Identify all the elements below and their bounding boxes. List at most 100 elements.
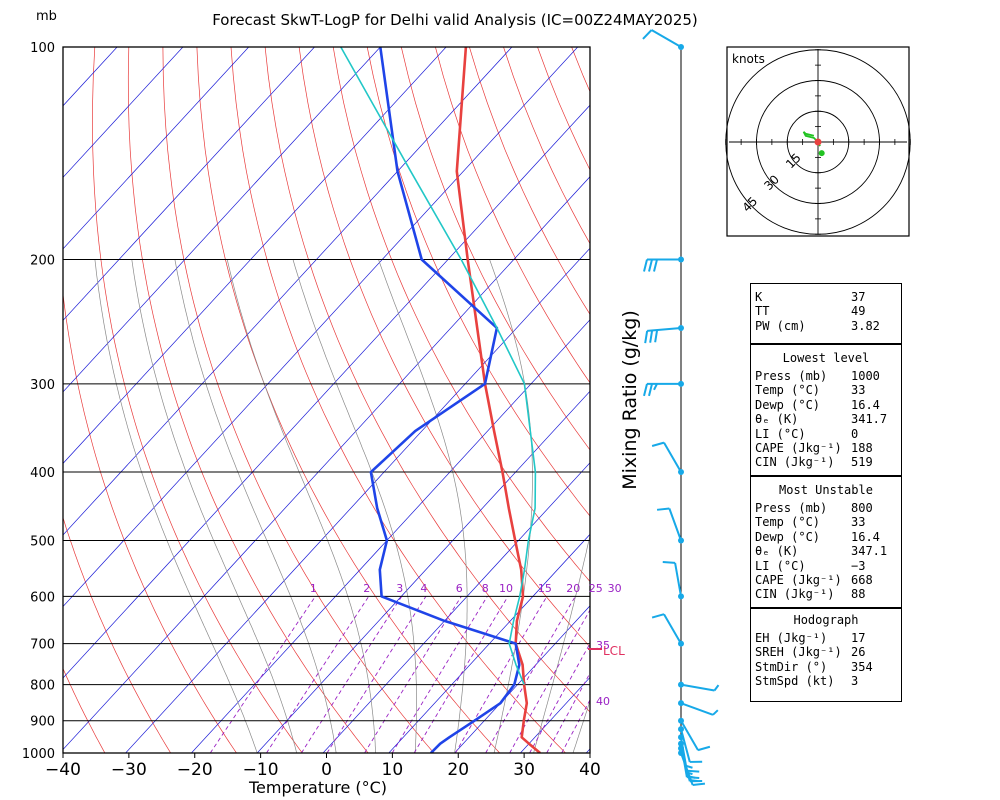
index-label: θₑ (K)	[755, 412, 799, 427]
index-value: 0	[851, 426, 859, 441]
index-value: 668	[851, 572, 873, 587]
index-value: 341.7	[851, 412, 888, 427]
wind-barb	[680, 720, 711, 752]
wind-barb-shaft	[680, 702, 714, 716]
pressure-tick-label: 100	[30, 41, 55, 56]
wind-barb	[680, 683, 720, 692]
wind-barb	[656, 507, 682, 541]
wind-barb-flag	[649, 330, 654, 343]
mixing-ratio-label: 8	[482, 582, 489, 595]
wind-barb	[680, 737, 700, 773]
most-unstable-title: Most Unstable	[779, 483, 873, 497]
most-unstable-panel: Most Unstable Press (mb) 800 Temp (°C) 33 De…	[750, 476, 902, 608]
x-tick-label: 10	[382, 760, 404, 780]
pressure-tick-label: 400	[30, 466, 55, 481]
moist-adiabat	[378, 259, 468, 753]
wind-barb-flag	[651, 613, 665, 619]
wind-barb	[651, 441, 682, 473]
index-label: StmSpd (kt)	[755, 674, 835, 689]
wind-barb-flag	[643, 259, 648, 272]
wind-barb-shaft	[651, 29, 682, 48]
x-tick-label: −10	[243, 760, 279, 780]
pressure-tick-label: 500	[30, 534, 55, 549]
isotherm	[63, 47, 513, 536]
isotherm	[322, 462, 590, 753]
temperature-profile	[455, 47, 541, 753]
index-label: CAPE (Jkg⁻¹)	[755, 572, 842, 587]
wind-barb-shaft	[680, 737, 688, 771]
index-value: 17	[851, 631, 866, 645]
wind-barb-shaft	[663, 442, 682, 473]
index-row: CAPE (Jkg⁻¹) 668	[751, 573, 901, 587]
index-row: StmSpd (kt) 3	[751, 674, 901, 688]
wind-barb-shaft	[674, 562, 682, 597]
index-row: Press (mb) 1000	[751, 369, 901, 383]
dewpoint-profile	[369, 47, 521, 753]
dry-adiabat	[127, 47, 369, 753]
index-row: θₑ (K) 341.7	[751, 412, 901, 426]
dry-adiabat	[196, 47, 500, 753]
wind-barb-flag	[648, 383, 653, 397]
dry-adiabat	[230, 47, 566, 753]
index-label: Temp (°C)	[755, 383, 821, 398]
x-tick-label: 20	[447, 760, 469, 780]
index-label: Press (mb)	[755, 501, 828, 515]
isotherm	[63, 47, 381, 393]
wind-barb-shaft	[680, 720, 699, 751]
storm-motion-dot	[818, 150, 825, 157]
temperature-tick-labels: −40 −30 −20 −10 0 10 20 30 40	[45, 753, 601, 780]
hodograph-indices-panel: Hodograph EH (Jkg⁻¹) 17 SREH (Jkg⁻¹) 26 StmD…	[750, 608, 902, 702]
moist-adiabat	[572, 699, 590, 753]
index-row: SREH (Jkg⁻¹) 26	[751, 645, 901, 659]
wind-barb-flag	[643, 383, 648, 397]
index-label: Temp (°C)	[755, 515, 821, 530]
mixing-ratio-axis-label: Mixing Ratio (g/kg)	[619, 310, 641, 490]
wind-barb-shaft	[680, 728, 691, 763]
mixing-ratio-label: 20	[566, 582, 580, 595]
isotherm	[454, 605, 590, 753]
pressure-tick-label: 800	[30, 679, 55, 694]
wind-barb	[643, 382, 681, 397]
index-value: 37	[851, 290, 866, 304]
index-row: θₑ (K) 347.1	[751, 544, 901, 558]
dry-adiabat	[435, 47, 590, 384]
hodograph-origin	[814, 138, 822, 146]
mixing-ratio-label: 3	[396, 582, 403, 595]
wind-barb-flag	[685, 771, 693, 776]
index-label: θₑ (K)	[755, 544, 799, 559]
x-tick-label: 40	[579, 760, 601, 780]
wind-barb-flag	[644, 330, 649, 344]
index-label: StmDir (°)	[755, 659, 828, 674]
isotherm	[63, 176, 590, 751]
index-label: SREH (Jkg⁻¹)	[755, 645, 842, 660]
dry-adiabat	[63, 291, 237, 753]
isotherm	[63, 47, 118, 107]
mixing-ratio-label: 25	[589, 582, 603, 595]
wind-barb	[680, 702, 719, 716]
isotherm	[256, 390, 590, 753]
x-tick-label: −30	[111, 760, 147, 780]
wind-barb	[680, 728, 703, 763]
isotherm	[125, 247, 590, 753]
parcel-profile	[340, 47, 537, 685]
wind-barb-flag	[697, 745, 711, 752]
dry-adiabat	[912, 47, 1000, 753]
x-tick-label: 0	[321, 760, 332, 780]
sounding-profiles	[340, 47, 541, 753]
wind-barbs	[642, 29, 720, 786]
index-label: TT	[755, 304, 770, 319]
moist-adiabat	[292, 259, 417, 753]
wind-barb-flag	[653, 259, 658, 272]
index-label: LI (°C)	[755, 426, 806, 441]
isotherm	[388, 533, 590, 753]
dry-adiabat	[264, 47, 590, 713]
pressure-tick-label: 600	[30, 590, 55, 605]
wind-barb-flag	[656, 507, 670, 511]
x-tick-label: 30	[513, 760, 535, 780]
wind-barb	[644, 326, 682, 344]
chart-title: Forecast SkwT-LogP for Delhi valid Analy…	[212, 11, 698, 29]
index-value: 16.4	[851, 397, 880, 412]
mixing-ratio-label: 10	[499, 582, 513, 595]
index-row: CIN (Jkg⁻¹) 519	[751, 455, 901, 469]
index-value: 33	[851, 515, 866, 530]
